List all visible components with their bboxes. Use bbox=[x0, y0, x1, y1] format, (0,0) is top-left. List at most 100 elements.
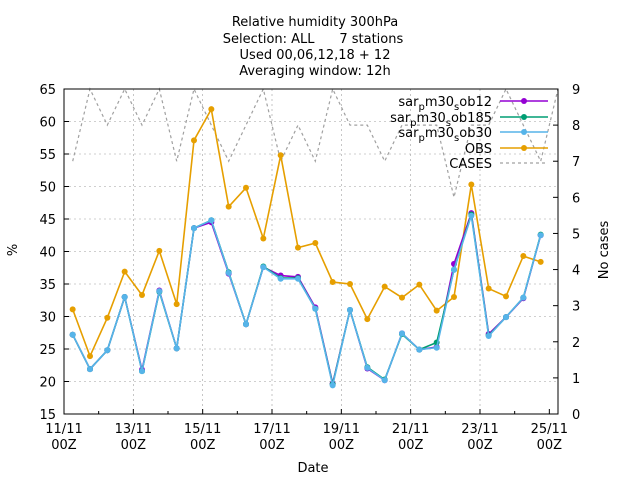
data-point bbox=[347, 281, 353, 287]
x-tick-label-date: 17/11 bbox=[253, 422, 290, 437]
data-point bbox=[69, 331, 76, 338]
data-point bbox=[208, 217, 215, 224]
y-axis-ticks: 15 20 25 30 35 40 45 50 55 60 65 bbox=[39, 83, 69, 423]
y-tick-label: 15 bbox=[39, 408, 56, 423]
title-line-2: Selection: ALL 7 stations bbox=[223, 32, 404, 47]
x-tick-label-time: 00Z bbox=[398, 438, 424, 453]
y2-tick-label: 5 bbox=[572, 227, 580, 242]
y2-tick-label: 1 bbox=[572, 372, 580, 387]
y2-tick-label: 8 bbox=[572, 119, 580, 134]
y-tick-label: 40 bbox=[39, 246, 56, 261]
x-tick-label-time: 00Z bbox=[537, 438, 563, 453]
data-point bbox=[329, 279, 336, 286]
y-tick-label: 50 bbox=[39, 181, 56, 196]
y-axis-label: % bbox=[6, 244, 21, 256]
data-point bbox=[537, 258, 544, 265]
data-point bbox=[347, 307, 353, 313]
data-point bbox=[87, 366, 93, 373]
x-tick-label-time: 00Z bbox=[51, 438, 77, 453]
y-tick-label: 35 bbox=[39, 278, 56, 293]
data-point bbox=[399, 294, 405, 301]
data-point bbox=[520, 253, 527, 260]
x-tick-label-date: 11/11 bbox=[45, 422, 82, 437]
y-tick-label: 20 bbox=[39, 376, 56, 391]
series-line bbox=[71, 212, 542, 384]
x-tick-label-time: 00Z bbox=[190, 438, 216, 453]
legend-marker bbox=[521, 114, 527, 120]
series-line bbox=[72, 87, 559, 198]
y-tick-label: 25 bbox=[39, 343, 56, 358]
data-point bbox=[295, 275, 301, 282]
data-point bbox=[260, 235, 267, 242]
data-point bbox=[433, 307, 440, 314]
data-point bbox=[277, 152, 284, 159]
y-tick-label: 55 bbox=[39, 148, 56, 163]
plot-frame bbox=[63, 88, 559, 415]
data-point bbox=[225, 269, 232, 276]
legend-label: sarpm30sob30 bbox=[398, 126, 492, 144]
data-point bbox=[69, 306, 76, 313]
data-point bbox=[503, 293, 509, 300]
y2-axis-label: No cases bbox=[597, 221, 612, 280]
series-sar_pm30_sob30 bbox=[69, 212, 544, 389]
y2-tick-label: 3 bbox=[572, 300, 580, 315]
data-point bbox=[364, 316, 371, 323]
data-point bbox=[381, 283, 388, 290]
x-tick-label-time: 00Z bbox=[121, 438, 147, 453]
x-tick-label-time: 00Z bbox=[467, 438, 493, 453]
data-point bbox=[295, 244, 301, 251]
data-point bbox=[173, 301, 180, 308]
legend-marker bbox=[521, 98, 527, 104]
data-point bbox=[312, 305, 319, 312]
data-point bbox=[156, 247, 163, 254]
y-tick-label: 60 bbox=[39, 116, 56, 131]
data-point bbox=[260, 264, 267, 271]
legend: sarpm30sob12sarpm30sob185sarpm30sob30OBS… bbox=[390, 95, 548, 172]
data-point bbox=[451, 266, 457, 273]
x-tick-label-date: 25/11 bbox=[531, 422, 568, 437]
data-point bbox=[329, 382, 336, 389]
legend-marker bbox=[521, 129, 527, 135]
title-line-1: Relative humidity 300hPa bbox=[232, 15, 398, 30]
legend-marker bbox=[521, 145, 527, 151]
data-point bbox=[139, 292, 145, 299]
x-tick-label-date: 19/11 bbox=[323, 422, 360, 437]
x-axis-label: Date bbox=[297, 461, 328, 476]
chart-title: Relative humidity 300hPa Selection: ALL … bbox=[223, 15, 404, 79]
data-point bbox=[208, 106, 215, 113]
data-point bbox=[468, 181, 475, 188]
data-point bbox=[364, 364, 371, 371]
data-point bbox=[225, 203, 232, 210]
series-sar_pm30_sob12 bbox=[69, 210, 544, 387]
series-CASES bbox=[72, 87, 559, 198]
data-point bbox=[191, 137, 197, 144]
series-sar_pm30_sob185 bbox=[69, 211, 544, 388]
y2-tick-label: 4 bbox=[572, 264, 580, 279]
x-tick-label-date: 13/11 bbox=[115, 422, 152, 437]
y-tick-label: 30 bbox=[39, 311, 56, 326]
data-point bbox=[381, 377, 388, 384]
data-point bbox=[433, 344, 440, 351]
data-point bbox=[277, 275, 284, 282]
title-line-4: Averaging window: 12h bbox=[239, 64, 391, 79]
data-point bbox=[121, 294, 128, 300]
x-tick-label-date: 15/11 bbox=[184, 422, 221, 437]
data-point bbox=[416, 281, 423, 288]
x-tick-label-date: 21/11 bbox=[392, 422, 429, 437]
y-tick-label: 45 bbox=[39, 213, 56, 228]
y2-tick-label: 6 bbox=[572, 191, 580, 206]
data-point bbox=[312, 240, 319, 247]
data-point bbox=[87, 353, 93, 360]
data-point bbox=[156, 288, 163, 295]
data-point bbox=[537, 232, 544, 239]
x-tick-label-time: 00Z bbox=[329, 438, 355, 453]
series-group bbox=[69, 87, 559, 389]
legend-label: sarpm30sob12 bbox=[398, 95, 492, 113]
data-point bbox=[191, 225, 197, 232]
data-point bbox=[173, 345, 180, 352]
data-point bbox=[399, 330, 405, 337]
data-point bbox=[243, 321, 249, 328]
data-point bbox=[485, 285, 492, 292]
y2-tick-label: 7 bbox=[572, 155, 580, 170]
data-point bbox=[104, 347, 111, 354]
